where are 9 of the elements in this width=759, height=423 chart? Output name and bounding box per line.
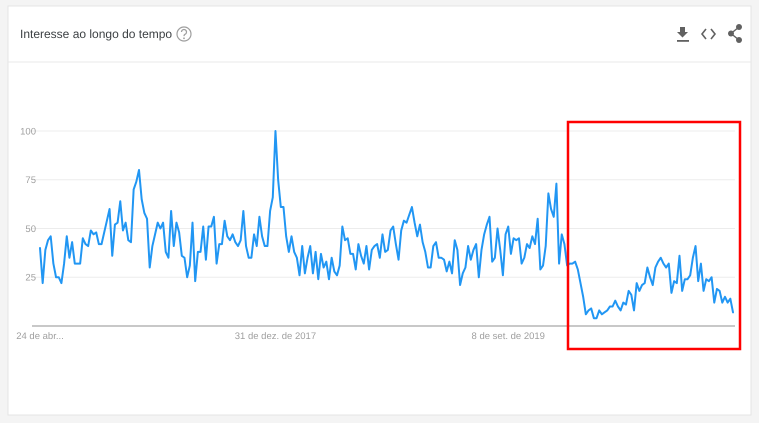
line-series [39,130,734,320]
x-tick-label: 31 de dez. de 2017 [234,331,316,342]
y-tick-label: 50 [25,224,36,235]
y-tick-label: 75 [25,175,36,186]
chart-title: Interesse ao longo do tempo [20,27,172,41]
x-tick-label: 8 de set. de 2019 [472,331,545,342]
x-tick-label: 24 de abr... [16,331,64,342]
y-tick-label: 25 [25,272,36,284]
y-tick-label: 100 [20,126,36,138]
